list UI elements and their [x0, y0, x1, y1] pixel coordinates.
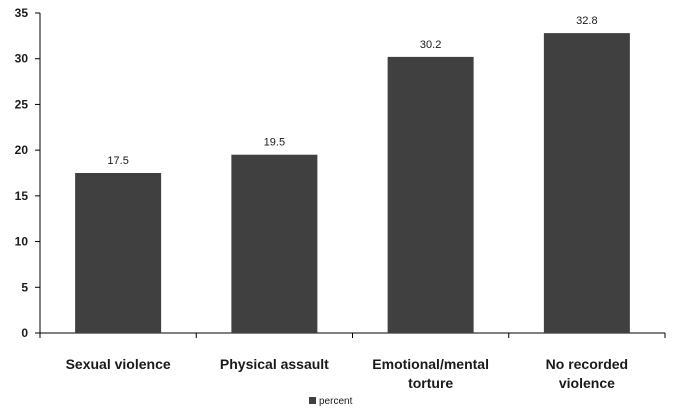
bar — [75, 173, 162, 333]
category-label: No recorded — [546, 356, 628, 372]
legend-swatch — [309, 397, 316, 404]
data-label: 19.5 — [264, 137, 285, 149]
legend-label-percent: percent — [319, 396, 353, 407]
category-labels: Sexual violence Physical assault Emotional… — [66, 356, 629, 391]
y-tick-label: 10 — [15, 235, 29, 249]
category-label: torture — [408, 375, 453, 391]
data-labels: 17.5 19.5 30.2 32.8 — [107, 15, 597, 167]
data-label: 17.5 — [107, 155, 128, 167]
legend: percent — [309, 396, 353, 407]
bar — [387, 56, 474, 334]
y-tick-label: 20 — [15, 143, 29, 157]
y-tick-label: 0 — [21, 326, 28, 340]
x-axis — [39, 332, 666, 338]
y-tick-label: 30 — [15, 52, 29, 66]
y-tick-label: 5 — [21, 280, 28, 294]
bars — [75, 33, 630, 334]
category-label: Sexual violence — [66, 356, 171, 372]
category-label: violence — [559, 375, 615, 391]
bar — [231, 154, 318, 333]
bar — [543, 33, 630, 333]
y-tick-label: 35 — [15, 6, 29, 20]
y-tick-label: 25 — [15, 97, 29, 111]
y-tick-label: 15 — [15, 189, 29, 203]
category-label: Physical assault — [220, 356, 329, 372]
data-label: 32.8 — [576, 15, 597, 27]
data-label: 30.2 — [420, 39, 441, 51]
y-axis: 0 5 10 15 20 25 30 35 — [15, 6, 41, 340]
category-label: Emotional/mental — [372, 356, 489, 372]
